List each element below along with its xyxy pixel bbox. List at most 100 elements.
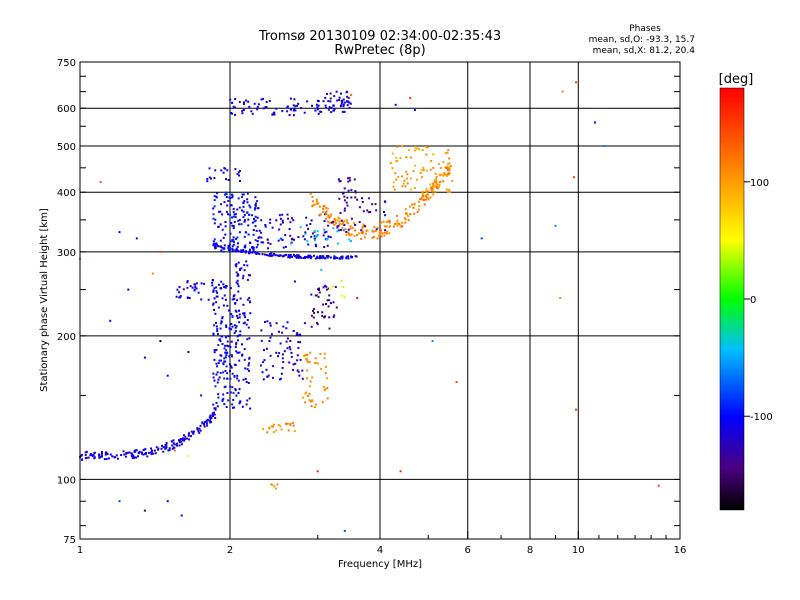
- echo-point: [426, 196, 429, 199]
- echo-point: [327, 214, 330, 217]
- echo-point: [379, 231, 382, 234]
- echo-point: [225, 178, 227, 181]
- echo-point: [306, 100, 309, 103]
- echo-point: [394, 103, 397, 106]
- echo-point: [383, 211, 385, 213]
- echo-point: [244, 244, 247, 247]
- echo-point: [172, 442, 175, 445]
- echo-point: [358, 221, 361, 224]
- echo-point: [220, 320, 223, 323]
- echo-point: [180, 440, 183, 443]
- x-tick-label: 1: [77, 545, 83, 556]
- echo-point: [282, 255, 285, 258]
- echo-point: [249, 242, 252, 245]
- echo-point: [430, 160, 433, 162]
- echo-point: [181, 439, 184, 441]
- echo-point: [229, 240, 232, 243]
- echo-point: [300, 107, 303, 110]
- echo-point: [107, 457, 110, 460]
- echo-point: [422, 194, 424, 197]
- echo-point: [216, 381, 219, 384]
- echo-point: [283, 350, 286, 353]
- echo-point: [296, 254, 299, 257]
- echo-point: [373, 226, 376, 229]
- echo-point: [265, 254, 268, 256]
- echo-point: [241, 193, 244, 196]
- echo-point: [328, 299, 331, 302]
- echo-point: [178, 444, 181, 447]
- echo-point: [243, 314, 246, 317]
- echo-point: [271, 483, 274, 486]
- echo-point: [308, 256, 311, 258]
- echo-point: [333, 218, 336, 221]
- echo-point: [224, 286, 227, 289]
- echo-point: [236, 173, 239, 175]
- echo-point: [345, 257, 348, 260]
- echo-point: [318, 291, 321, 294]
- echo-point: [426, 146, 429, 149]
- echo-point: [333, 108, 336, 111]
- echo-point: [189, 285, 192, 288]
- echo-point: [144, 452, 147, 455]
- echo-point: [401, 185, 404, 188]
- echo-point: [438, 181, 441, 184]
- echo-point: [239, 180, 241, 182]
- echo-point: [206, 177, 209, 180]
- echo-point: [235, 237, 238, 240]
- x-tick-label: 6: [465, 545, 471, 556]
- echo-point: [406, 182, 409, 185]
- echo-point: [242, 322, 245, 325]
- echo-point: [394, 172, 397, 175]
- echo-point: [232, 295, 235, 298]
- echo-point: [343, 296, 346, 299]
- echo-point: [213, 349, 216, 352]
- echo-point: [447, 169, 449, 172]
- echo-point: [193, 283, 196, 286]
- echo-point: [327, 305, 330, 308]
- echo-point: [226, 392, 229, 394]
- echo-point: [289, 423, 292, 425]
- echo-point: [341, 256, 343, 259]
- echo-point: [215, 348, 218, 351]
- echo-point: [238, 402, 241, 405]
- echo-point: [191, 431, 194, 434]
- echo-point: [233, 220, 236, 223]
- echo-point: [166, 500, 169, 503]
- echo-point: [328, 287, 331, 290]
- echo-point: [297, 341, 300, 343]
- echo-point: [233, 332, 236, 334]
- echo-point: [215, 195, 218, 198]
- echo-point: [226, 204, 229, 207]
- echo-point: [306, 395, 309, 398]
- echo-point: [320, 110, 323, 113]
- echo-point: [272, 112, 275, 115]
- echo-point: [293, 255, 296, 257]
- echo-point: [350, 256, 353, 259]
- echo-point: [100, 453, 103, 456]
- echo-point: [229, 370, 231, 372]
- echo-point: [292, 114, 295, 117]
- echo-point: [266, 320, 269, 323]
- echo-point: [234, 113, 236, 116]
- echo-point: [272, 431, 275, 434]
- echo-point: [216, 291, 219, 294]
- echo-point: [239, 400, 242, 403]
- echo-point: [228, 196, 231, 199]
- echo-point: [217, 396, 220, 399]
- echo-point: [316, 257, 319, 259]
- echo-point: [212, 290, 215, 293]
- echo-point: [231, 315, 234, 318]
- echo-point: [393, 188, 396, 191]
- echo-point: [233, 324, 236, 327]
- echo-point: [85, 456, 88, 459]
- echo-point: [265, 106, 268, 109]
- echo-point: [236, 245, 239, 248]
- echo-point: [245, 250, 248, 253]
- echo-point: [421, 176, 423, 179]
- echo-point: [242, 274, 245, 277]
- echo-point: [217, 306, 220, 309]
- echo-point: [84, 454, 87, 456]
- echo-point: [187, 434, 190, 437]
- echo-point: [316, 255, 319, 258]
- echo-point: [153, 449, 156, 452]
